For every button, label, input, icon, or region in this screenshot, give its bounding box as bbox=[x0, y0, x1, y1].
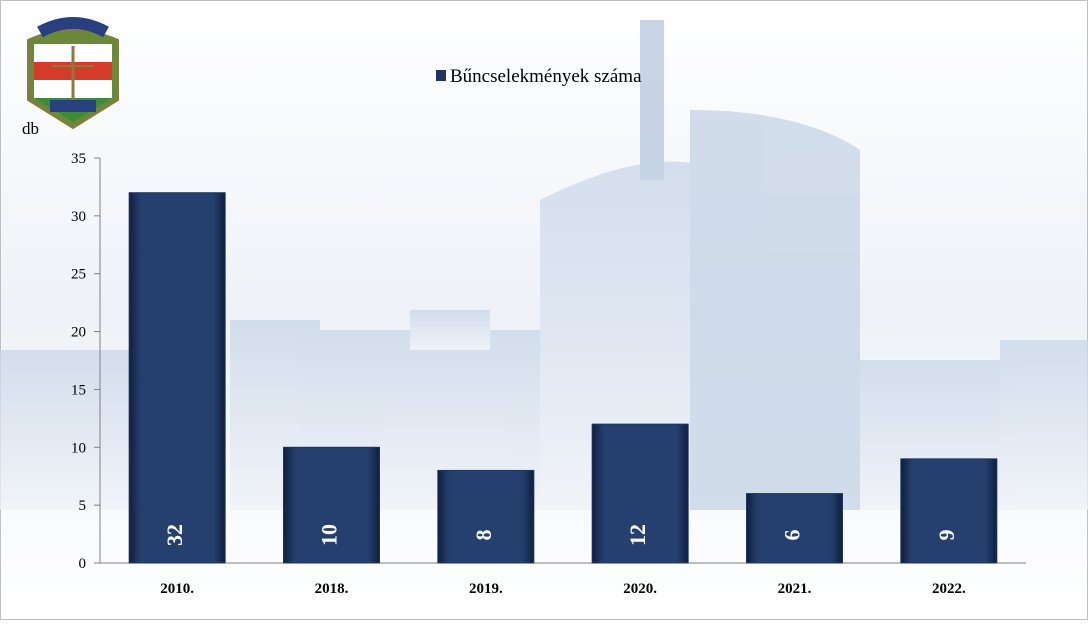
y-tick-label: 10 bbox=[71, 440, 86, 456]
data-label: 12 bbox=[625, 524, 650, 546]
bar bbox=[900, 458, 998, 564]
data-label: 8 bbox=[471, 530, 496, 541]
x-tick-label: 2019. bbox=[469, 581, 503, 597]
legend-swatch bbox=[436, 70, 446, 81]
y-tick-label: 20 bbox=[71, 325, 86, 341]
x-tick-label: 2010. bbox=[160, 581, 194, 597]
y-tick-label: 35 bbox=[71, 151, 86, 167]
legend-label: Bűncselekmények száma bbox=[450, 66, 642, 87]
bar bbox=[591, 423, 689, 564]
data-label: 32 bbox=[162, 524, 187, 546]
x-tick-label: 2018. bbox=[315, 581, 349, 597]
police-logo bbox=[27, 17, 119, 130]
bar bbox=[128, 192, 226, 564]
bar bbox=[283, 446, 380, 564]
bar bbox=[437, 469, 535, 564]
x-tick-label: 2021. bbox=[778, 581, 812, 597]
y-tick-label: 5 bbox=[79, 498, 87, 514]
y-tick-label: 25 bbox=[71, 267, 86, 283]
data-label: 10 bbox=[317, 524, 342, 546]
y-axis-label: db bbox=[22, 119, 39, 138]
bar bbox=[746, 493, 843, 564]
data-label: 9 bbox=[934, 530, 959, 541]
data-label: 6 bbox=[780, 530, 805, 541]
x-tick-label: 2022. bbox=[932, 581, 966, 597]
y-tick-label: 30 bbox=[71, 209, 86, 225]
x-tick-label: 2020. bbox=[623, 581, 657, 597]
y-tick-label: 15 bbox=[71, 382, 86, 398]
y-tick-label: 0 bbox=[79, 556, 87, 572]
